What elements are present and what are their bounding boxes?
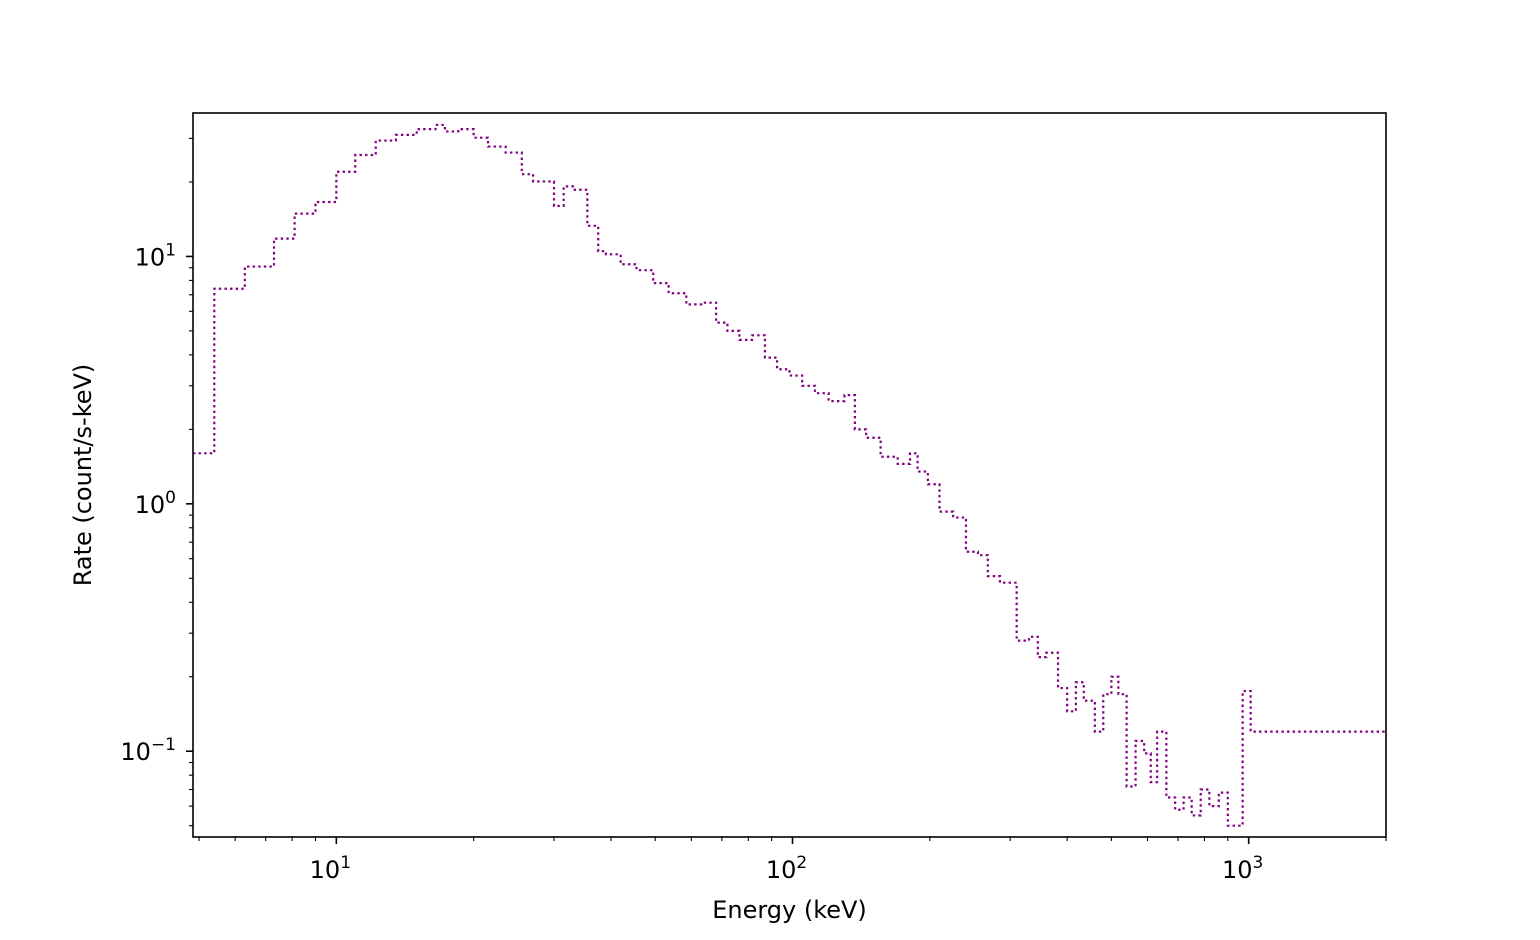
x-axis-label: Energy (keV) bbox=[712, 896, 867, 924]
plot-frame bbox=[192, 112, 1387, 838]
x-tick-label: 101 bbox=[310, 853, 351, 884]
y-axis-label: Rate (count/s-keV) bbox=[69, 364, 97, 587]
y-tick-label: 10−1 bbox=[120, 735, 176, 766]
series-layer bbox=[193, 123, 1386, 827]
x-ticks: 101 102 103 bbox=[198, 837, 1387, 884]
x-tick-label: 102 bbox=[766, 853, 807, 884]
y-ticks: 10−1 100 101 bbox=[120, 137, 193, 827]
y-tick-label: 100 bbox=[135, 488, 176, 519]
x-tick-label: 103 bbox=[1222, 853, 1263, 884]
series-line-0 bbox=[193, 123, 1386, 827]
x-axis: 101 102 103 Energy (keV) bbox=[198, 837, 1387, 924]
y-axis: 10−1 100 101 Rate (count/s-keV) bbox=[69, 137, 193, 827]
y-tick-label: 101 bbox=[135, 240, 176, 271]
